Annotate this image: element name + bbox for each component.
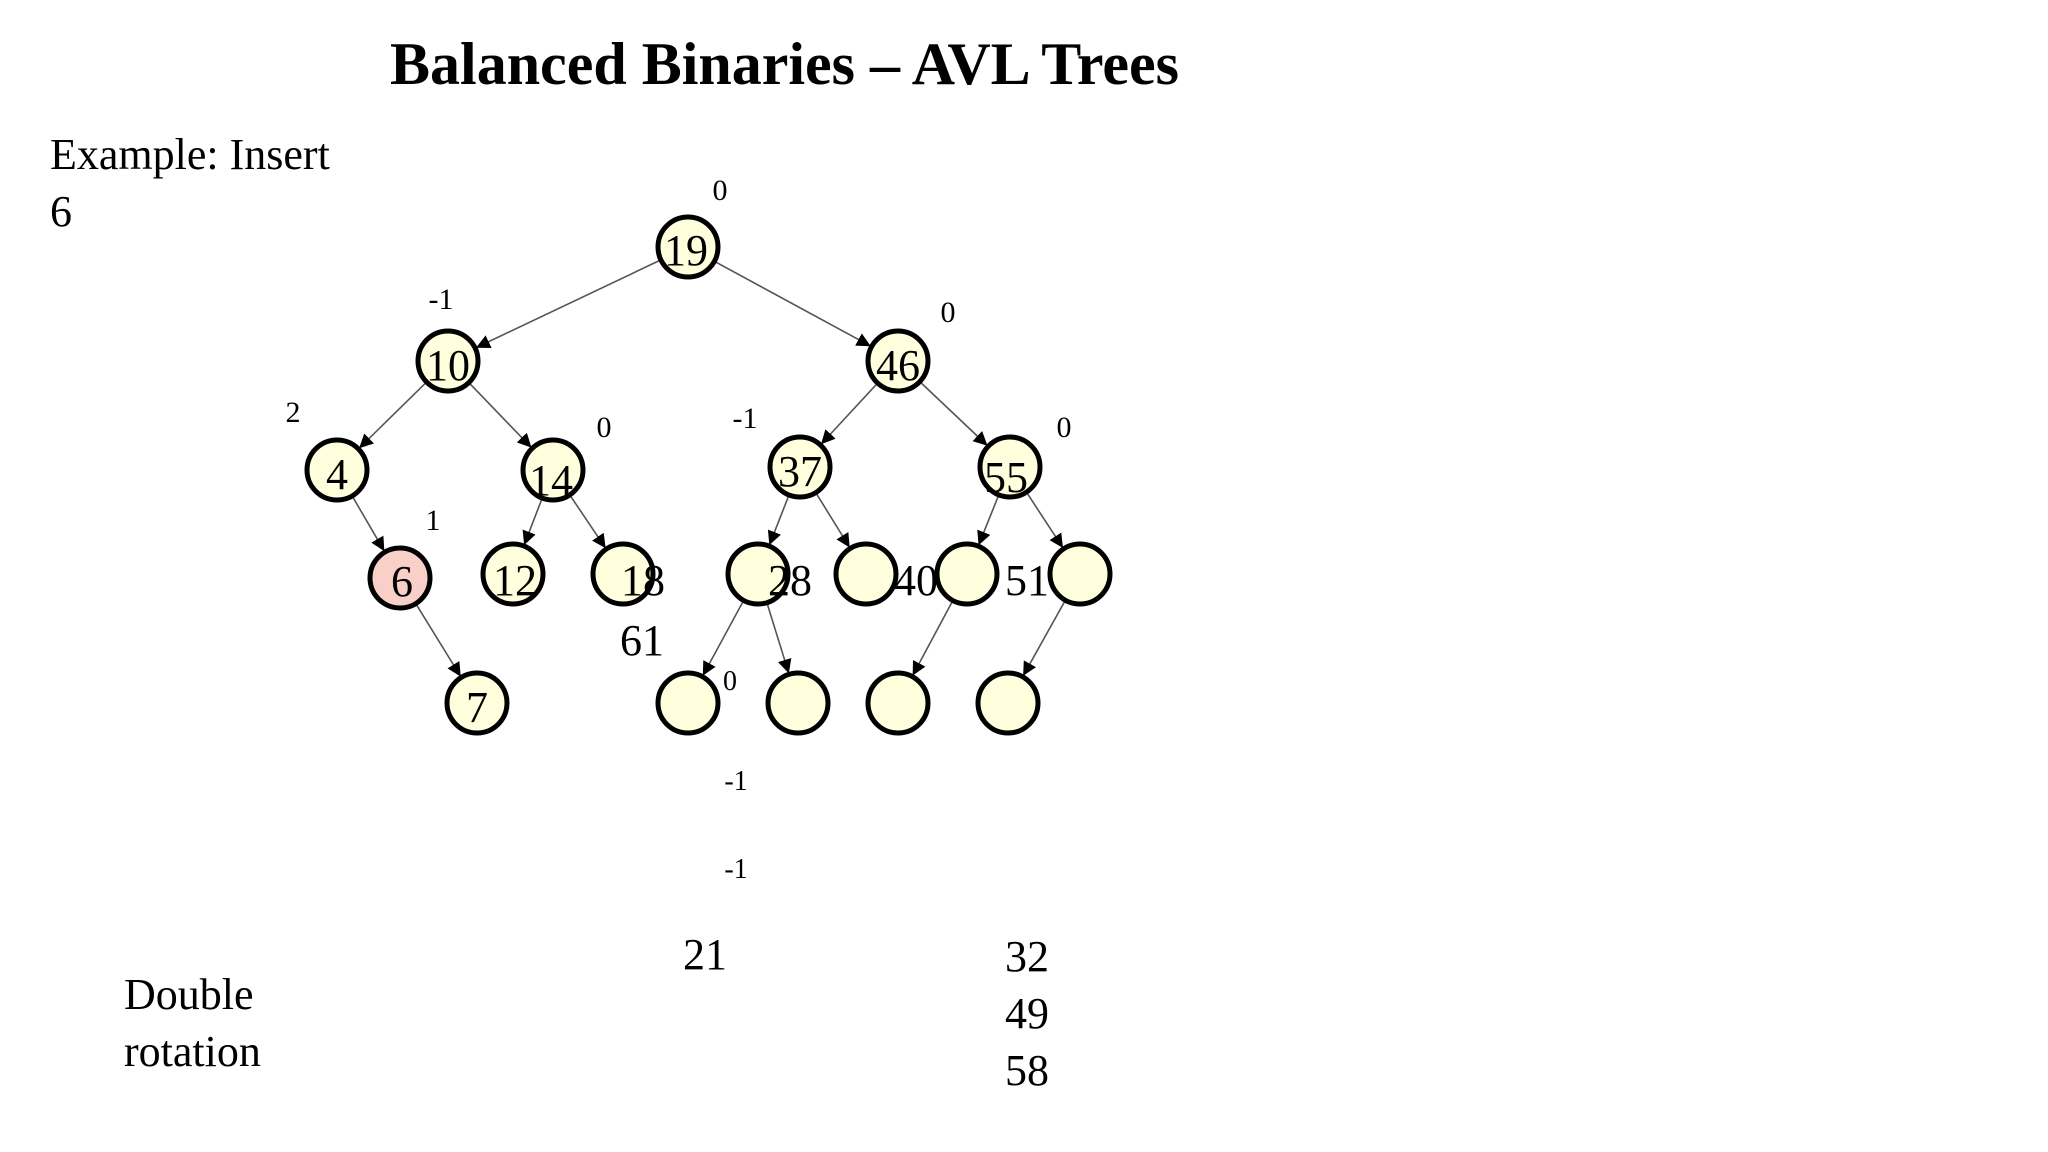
tree-node-n4: 4 (304, 437, 370, 503)
balance-factor-bfb: -1 (724, 854, 747, 885)
tree-node-n51: 51 (934, 541, 1049, 607)
slide-title: Balanced Binaries – AVL Trees (390, 31, 1179, 97)
balance-factor-bfe1: 0 (723, 666, 737, 697)
node-label: 4 (326, 450, 348, 499)
tree-node-n10: 10 (415, 328, 481, 394)
example-caption-line1: Example: Insert (50, 130, 330, 179)
balance-factor-bf10: -1 (429, 283, 454, 316)
edge-n61-e4 (1022, 599, 1067, 676)
balance-factor-bf37: -1 (733, 402, 758, 435)
edge-n37-n28 (767, 494, 790, 546)
rotation-caption: Double rotation (124, 966, 261, 1080)
balance-factor-bfa: -1 (724, 766, 747, 797)
tree-node-n61 (1047, 541, 1113, 607)
rotation-caption-line1: Double (124, 970, 254, 1019)
balance-factor-bf14: 0 (597, 411, 612, 444)
tree-edges (351, 259, 1067, 677)
node-label: 40 (894, 556, 938, 605)
balance-factor-bf4: 2 (286, 396, 301, 429)
edge-n28-e2 (766, 602, 792, 674)
tree-node-n55: 55 (977, 434, 1043, 502)
extra-value: 58 (1005, 1046, 1049, 1095)
edge-n10-n4 (359, 381, 428, 449)
tree-node-n19: 19 (655, 214, 721, 280)
rotation-caption-line2: rotation (124, 1027, 261, 1076)
edge-n19-n10 (476, 259, 662, 349)
node-circle (977, 434, 1043, 500)
extra-value: 49 (1005, 989, 1049, 1038)
balance-factor-bf6: 1 (426, 504, 441, 537)
tree-node-n40: 40 (833, 541, 938, 607)
loose-label-21: 21 (683, 930, 727, 979)
node-label: 14 (529, 456, 573, 505)
tree-node-n37: 37 (767, 434, 833, 500)
node-label: 46 (876, 341, 920, 390)
edge-n51-e3 (912, 600, 954, 676)
node-label: 10 (426, 341, 470, 390)
tree-node-e1 (655, 670, 721, 736)
edge-n55-n61 (1025, 491, 1064, 549)
node-circle (480, 541, 546, 607)
edge-n55-n51 (977, 494, 1000, 546)
node-label: 51 (1005, 556, 1049, 605)
node-label: 28 (768, 556, 812, 605)
node-circle (725, 541, 791, 607)
tree-node-e2 (765, 670, 831, 736)
tree-node-n46: 46 (865, 328, 931, 394)
node-label: 6 (391, 557, 413, 606)
balance-factor-bf46: 0 (941, 296, 956, 329)
node-circle (833, 541, 899, 607)
node-label: 18 (621, 556, 665, 605)
node-label: 7 (466, 683, 488, 732)
node-circle (367, 545, 433, 611)
edge-n6-n7 (415, 603, 461, 677)
node-circle (304, 437, 370, 503)
node-circle (765, 670, 831, 736)
edge-n28-e1 (702, 599, 745, 676)
node-label: 19 (664, 226, 708, 275)
node-circle (590, 541, 656, 607)
edge-n10-n14 (468, 382, 532, 448)
node-circle (520, 437, 586, 503)
loose-label-61: 61 (620, 616, 664, 665)
node-circle (865, 328, 931, 394)
tree-node-n14: 14 (520, 437, 586, 505)
node-circle (1047, 541, 1113, 607)
balance-factor-bf19: 0 (713, 174, 728, 207)
tree-node-n6: 6 (367, 545, 433, 611)
node-circle (767, 434, 833, 500)
node-circle (865, 670, 931, 736)
node-circle (934, 541, 1000, 607)
tree-node-e4 (975, 670, 1041, 736)
edge-n37-n40 (815, 492, 850, 548)
edge-n14-n12 (522, 497, 543, 546)
edge-n4-n6 (351, 495, 385, 552)
edge-n14-n18 (569, 494, 606, 549)
tree-node-n7: 7 (444, 670, 510, 736)
node-circle (975, 670, 1041, 736)
node-circle (444, 670, 510, 736)
edge-n19-n46 (713, 260, 871, 347)
extra-value: 32 (1005, 932, 1049, 981)
node-circle (655, 214, 721, 280)
balance-factors: 0-1 02 0 -1 010-1-1 (286, 174, 1072, 885)
example-caption: Example: Insert 6 (50, 126, 330, 240)
node-circle (415, 328, 481, 394)
tree-node-e3 (865, 670, 931, 736)
node-circle (655, 670, 721, 736)
balance-factor-bf55: 0 (1057, 411, 1072, 444)
node-label: 55 (984, 453, 1028, 502)
tree-node-n18: 18 (590, 541, 665, 607)
node-label: 37 (778, 447, 822, 496)
tree-node-n28: 28 (725, 541, 812, 607)
tree-node-n12: 12 (480, 541, 546, 607)
example-caption-line2: 6 (50, 187, 72, 236)
node-label: 12 (493, 556, 537, 605)
extra-values-column: 32 49 58 (1005, 928, 1075, 1099)
edge-n46-n37 (821, 382, 879, 445)
edge-n46-n55 (919, 381, 988, 446)
